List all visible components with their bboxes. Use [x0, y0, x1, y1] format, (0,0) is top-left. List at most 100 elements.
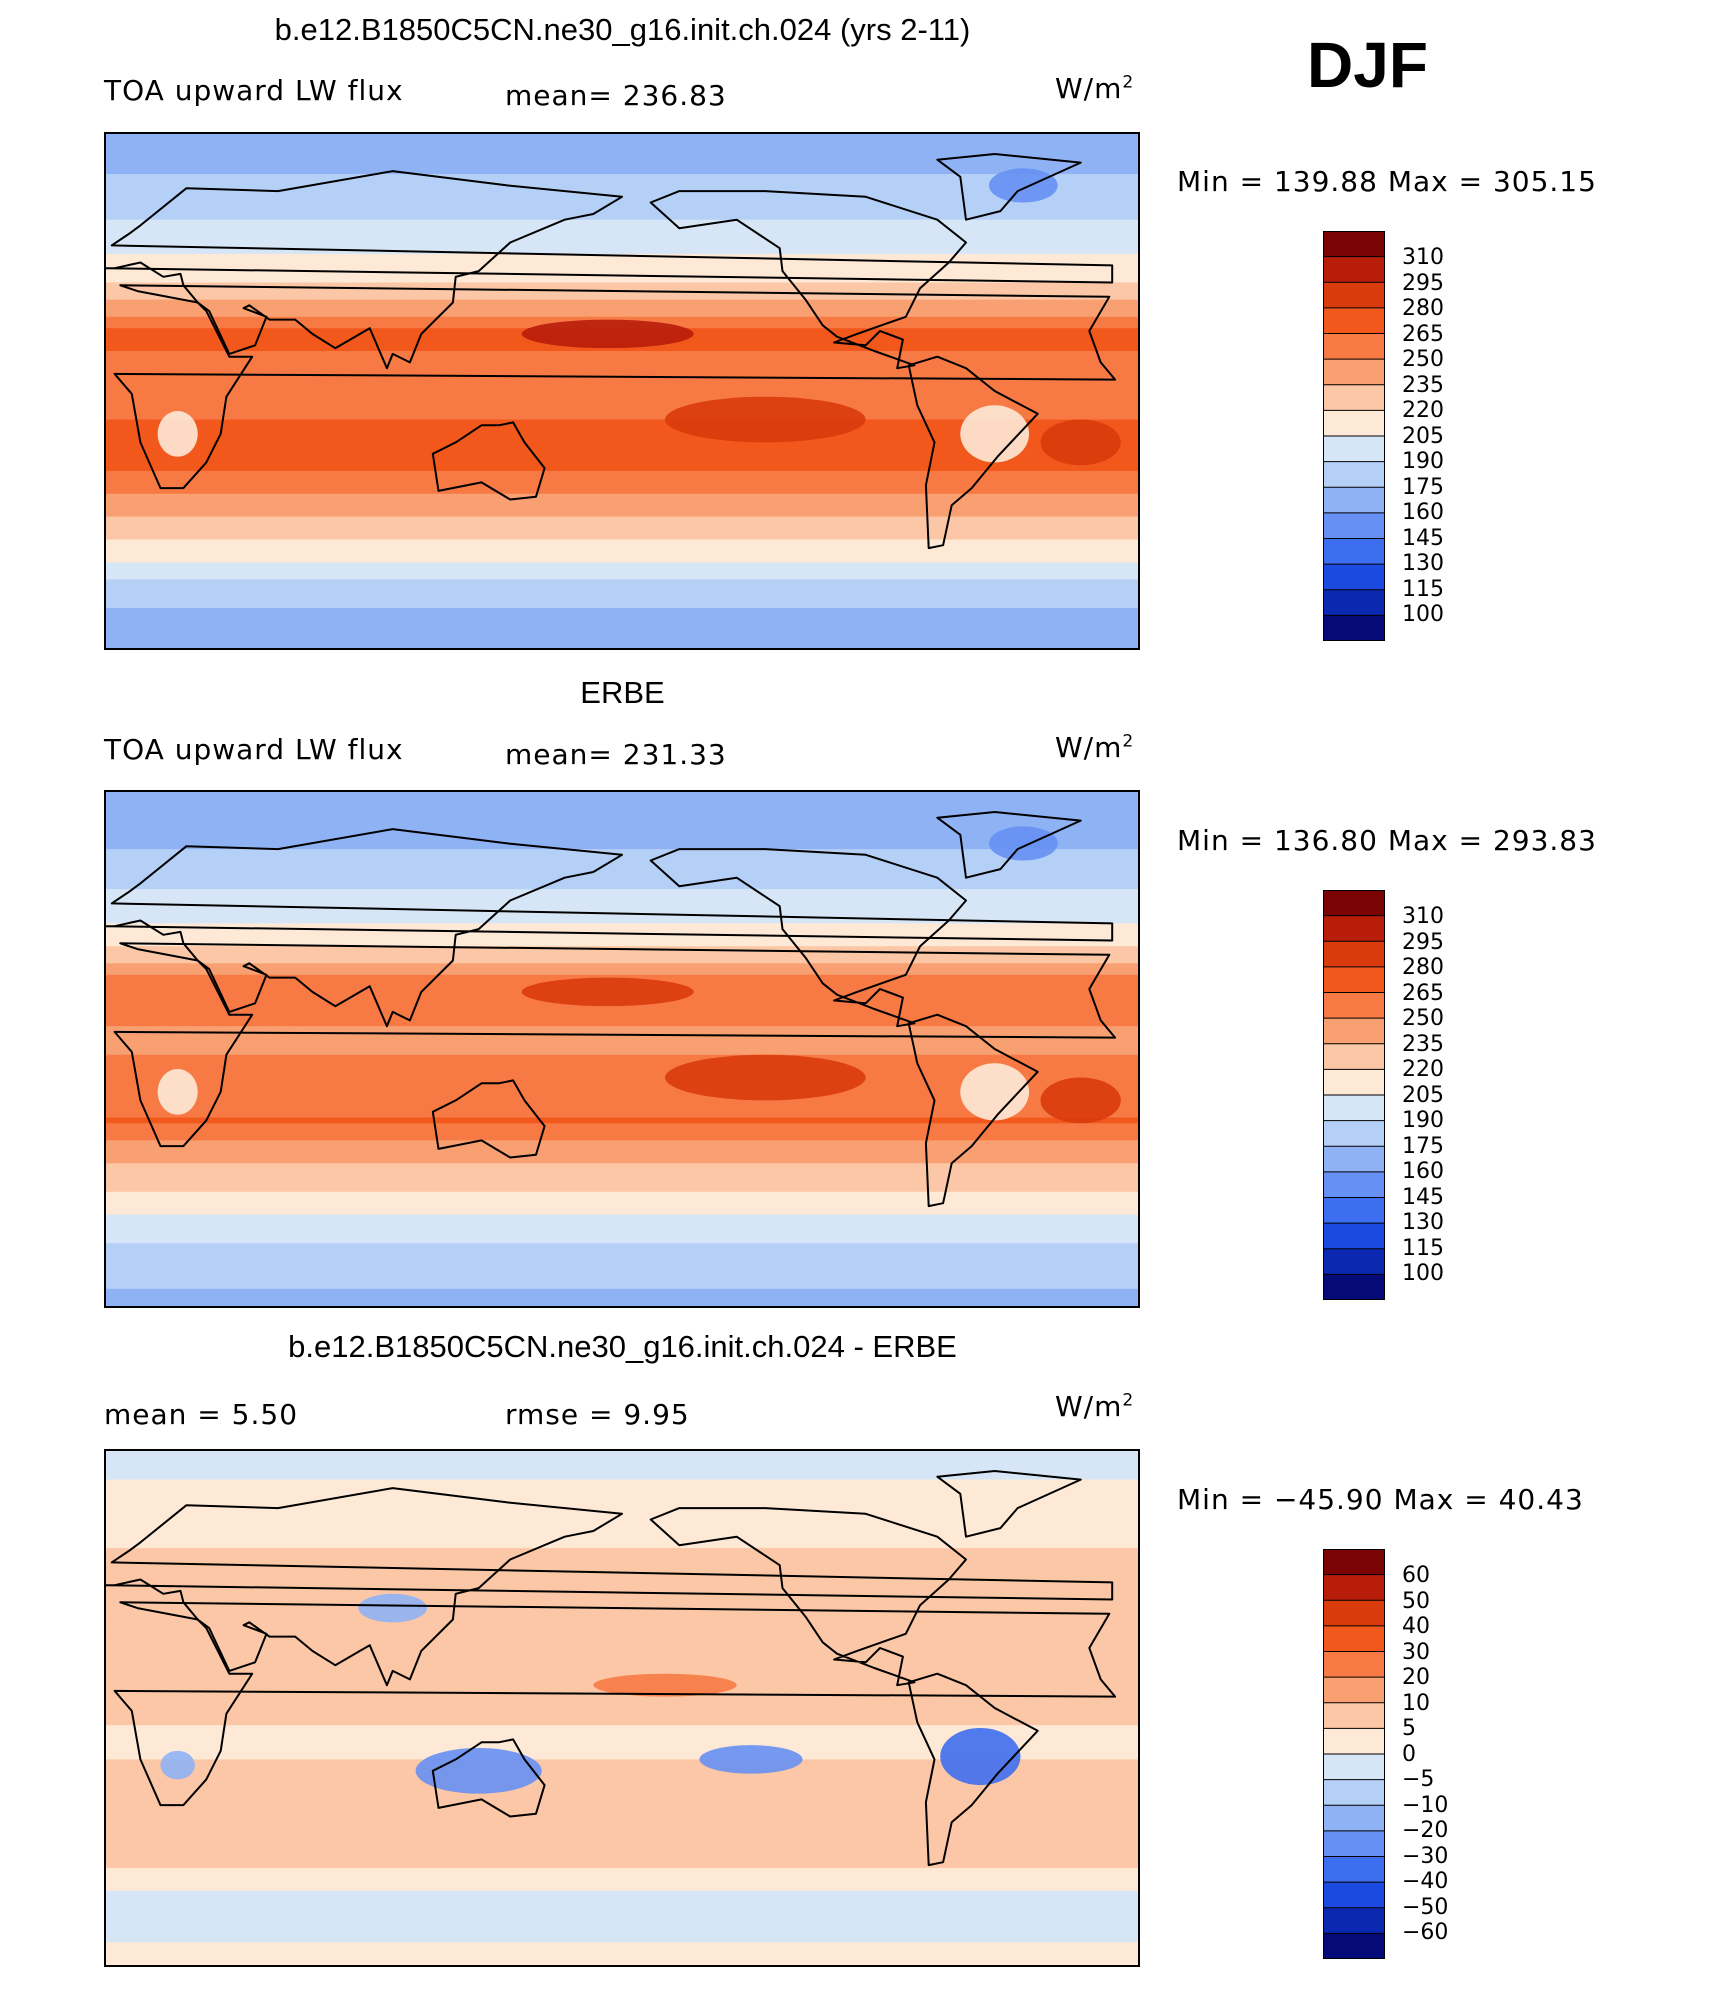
map-lat-band — [106, 305, 1138, 312]
map-lat-band — [106, 1879, 1138, 1886]
map-lat-band — [106, 1822, 1138, 1829]
map-lat-band — [106, 208, 1138, 215]
map-coastline — [106, 170, 1114, 370]
map-lat-band — [106, 1513, 1138, 1521]
map-lat-band — [106, 602, 1138, 609]
map-lat-band — [106, 831, 1138, 839]
map-lat-band — [106, 1616, 1138, 1623]
map-lat-band — [106, 1747, 1138, 1755]
map-lat-band — [106, 425, 1138, 432]
map-anomaly-region — [1040, 1077, 1121, 1124]
map-lat-band — [106, 156, 1138, 164]
map-lat-band — [106, 1106, 1138, 1113]
map-lat-band — [106, 1214, 1138, 1221]
colorbar-bin — [1323, 410, 1385, 437]
map-lat-band — [106, 1885, 1138, 1892]
colorbar-tick-label: 190 — [1402, 449, 1444, 474]
map-lat-band — [106, 259, 1138, 266]
map-lat-band — [106, 242, 1138, 249]
map-lat-band — [106, 413, 1138, 421]
map-anomaly-region — [593, 1673, 737, 1697]
map-lat-band — [106, 590, 1138, 598]
map-anomaly-region — [988, 168, 1058, 203]
map-lat-band — [106, 362, 1138, 369]
colorbar-tick-label: 220 — [1402, 1057, 1444, 1082]
map-lat-band — [106, 345, 1138, 352]
map-lat-band — [106, 1770, 1138, 1778]
map-lat-band — [106, 1753, 1138, 1760]
map-lat-band — [106, 630, 1138, 638]
map-lat-band — [106, 1300, 1138, 1306]
map-lat-band — [106, 1231, 1138, 1239]
colorbar-bin — [1323, 1907, 1385, 1934]
map-lat-band — [106, 459, 1138, 466]
colorbar-bin — [1323, 992, 1385, 1019]
map-lat-band — [106, 516, 1138, 523]
map-coastline — [113, 1601, 1117, 1807]
map-lat-band — [106, 173, 1138, 181]
map-lat-band — [106, 1536, 1138, 1543]
map-lat-band — [106, 1157, 1138, 1164]
map-lat-band — [106, 568, 1138, 575]
colorbar-bin — [1323, 1805, 1385, 1832]
map-lat-band — [106, 1845, 1138, 1852]
map-lat-band — [106, 493, 1138, 501]
map-lat-band — [106, 533, 1138, 541]
map-lat-band — [106, 253, 1138, 261]
map-lat-band — [106, 1111, 1138, 1119]
map-lat-band — [106, 1117, 1138, 1124]
colorbar-tick-label: 265 — [1402, 321, 1444, 347]
map-lat-band — [106, 442, 1138, 449]
map-lat-band — [106, 608, 1138, 615]
map-anomaly-region — [960, 1063, 1030, 1121]
colorbar-tick-label: 310 — [1402, 245, 1444, 270]
map-lat-band — [106, 1942, 1138, 1949]
map-anomaly-region — [940, 1727, 1021, 1786]
colorbar-tick-label: 235 — [1402, 1031, 1444, 1057]
colorbar-bin — [1323, 966, 1385, 993]
colorbar-bin — [1323, 307, 1385, 334]
map-lat-band — [106, 1827, 1138, 1835]
map-lat-band — [106, 528, 1138, 535]
map-lat-band — [106, 379, 1138, 386]
map-coastline — [431, 1738, 546, 1818]
map-lat-band — [106, 436, 1138, 443]
map-lat-band — [106, 1548, 1138, 1555]
panel-1-colorbar — [1323, 231, 1385, 641]
map-lat-band — [106, 1083, 1138, 1090]
map-lat-band — [106, 1502, 1138, 1509]
colorbar-tick-label: 175 — [1402, 1133, 1444, 1159]
map-lat-band — [106, 1260, 1138, 1267]
map-lat-band — [106, 550, 1138, 558]
map-lat-band — [106, 1782, 1138, 1789]
map-coastline — [649, 190, 967, 370]
map-lat-band — [106, 1473, 1138, 1481]
map-lat-band — [106, 1508, 1138, 1515]
map-lat-band — [106, 1049, 1138, 1056]
map-lat-band — [106, 356, 1138, 364]
map-lat-band — [106, 1530, 1138, 1538]
map-lat-band — [106, 929, 1138, 936]
map-anomaly-region — [157, 1068, 198, 1115]
map-anomaly-region — [160, 1750, 195, 1780]
map-lat-band — [106, 963, 1138, 970]
panel-2-units: W/m2 — [1055, 731, 1135, 764]
map-lat-band — [106, 1088, 1138, 1096]
colorbar-tick-label: 280 — [1402, 955, 1444, 980]
colorbar-tick-label: 205 — [1402, 1082, 1444, 1108]
map-lat-band — [106, 1759, 1138, 1766]
colorbar-bin — [1323, 1728, 1385, 1755]
map-lat-band — [106, 573, 1138, 581]
map-lat-band — [106, 1525, 1138, 1532]
map-lat-band — [106, 1100, 1138, 1107]
map-lat-band — [106, 1060, 1138, 1067]
map-lat-band — [106, 1816, 1138, 1823]
map-anomaly-region — [699, 1745, 803, 1774]
map-lat-band — [106, 1736, 1138, 1743]
map-lat-band — [106, 545, 1138, 552]
map-lat-band — [106, 402, 1138, 409]
map-lat-band — [106, 871, 1138, 879]
map-lat-band — [106, 470, 1138, 478]
map-lat-band — [106, 1787, 1138, 1795]
map-lat-band — [106, 1208, 1138, 1216]
